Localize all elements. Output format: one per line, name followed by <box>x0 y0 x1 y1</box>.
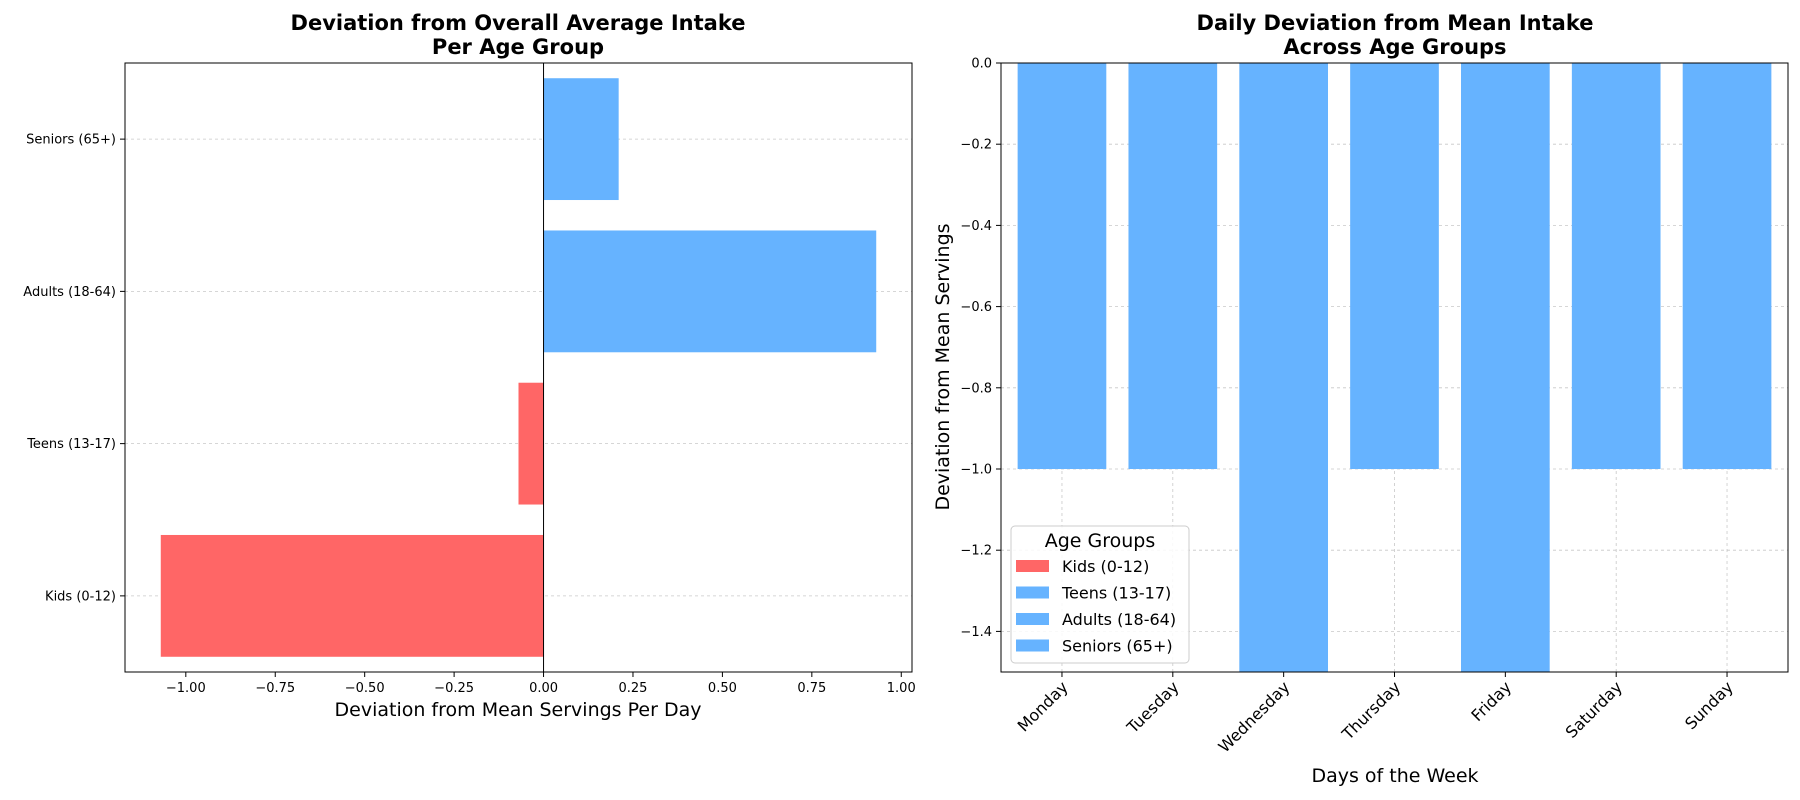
bar-seniors-65 <box>543 78 619 201</box>
left-y-ticks: Kids (0-12) Teens (13-17) Adults (18-64) Se… <box>23 133 125 604</box>
bar-saturday <box>1571 63 1661 469</box>
right-y-tick-label: −0.6 <box>960 300 992 315</box>
legend-swatch <box>1016 560 1049 572</box>
bar-wednesday <box>1239 63 1328 672</box>
left-x-tick-label: 0.75 <box>797 681 826 696</box>
bar-thursday <box>1350 63 1439 469</box>
left-x-tick-label: 0.25 <box>618 681 647 696</box>
left-x-tick-label: −0.50 <box>345 681 385 696</box>
left-y-tick-label: Kids (0-12) <box>45 589 116 604</box>
left-x-tick-label: −1.00 <box>166 681 206 696</box>
left-bars <box>160 78 877 657</box>
left-chart-title-line-1: Deviation from Overall Average Intake <box>291 11 746 35</box>
left-y-tick-label: Adults (18-64) <box>23 285 116 300</box>
legend-entry-label: Adults (18-64) <box>1062 610 1176 629</box>
legend-entry-label: Kids (0-12) <box>1062 557 1149 576</box>
left-plot-frame <box>124 62 913 673</box>
left-chart-title-line-2: Per Age Group <box>432 35 604 59</box>
age-group-deviation-chart: Deviation from Overall Average Intake Pe… <box>23 11 915 721</box>
left-y-tick-label: Teens (13-17) <box>26 437 116 452</box>
legend-swatch <box>1016 639 1049 652</box>
age-groups-legend: Age Groups Kids (0-12) Teens (13-17) Adult… <box>1010 525 1190 664</box>
legend-entries: Kids (0-12) Teens (13-17) Adults (18-64) Se… <box>1016 557 1176 656</box>
right-y-tick-label: −0.4 <box>960 219 992 234</box>
right-y-axis-label: Deviation from Mean Servings <box>932 223 954 510</box>
left-y-tick-label: Seniors (65+) <box>26 133 116 148</box>
right-y-tick-label: −1.0 <box>960 463 992 478</box>
bar-teens-13-17 <box>518 382 544 505</box>
legend-swatch <box>1016 586 1049 599</box>
bar-tuesday <box>1128 63 1218 469</box>
legend-entry-label: Teens (13-17) <box>1061 584 1171 603</box>
right-y-tick-label: 0.0 <box>971 57 992 72</box>
left-x-tick-label: −0.25 <box>434 681 474 696</box>
bar-adults-18-64 <box>543 230 877 353</box>
right-chart-title-line-2: Across Age Groups <box>1283 35 1506 59</box>
right-bars <box>1017 63 1772 672</box>
bar-friday <box>1461 63 1550 672</box>
legend-box <box>1010 525 1190 664</box>
left-x-tick-label: 0.00 <box>529 681 558 696</box>
right-x-axis-label: Days of the Week <box>1311 765 1478 787</box>
legend-swatch <box>1016 613 1049 625</box>
legend-title: Age Groups <box>1045 530 1156 552</box>
left-x-axis-label: Deviation from Mean Servings Per Day <box>335 699 702 721</box>
bar-monday <box>1017 63 1107 469</box>
bar-sunday <box>1682 63 1772 469</box>
left-x-tick-label: 1.00 <box>887 681 916 696</box>
bar-kids-0-12 <box>160 534 544 657</box>
left-x-ticks: −1.00 −0.75 −0.50 −0.25 0.00 0.25 0.50 0.75 1.00 <box>166 672 916 696</box>
left-x-tick-label: −0.75 <box>255 681 295 696</box>
right-y-tick-label: −1.2 <box>960 544 992 559</box>
right-y-tick-label: −1.4 <box>960 625 992 640</box>
daily-deviation-chart: Daily Deviation from Mean Intake Across … <box>932 11 1789 787</box>
right-y-ticks: 0.0 −0.2 −0.4 −0.6 −0.8 −1.0 −1.2 −1.4 <box>960 57 1001 640</box>
left-x-tick-label: 0.50 <box>708 681 737 696</box>
legend-entry-label: Seniors (65+) <box>1062 637 1173 656</box>
right-chart-title-line-1: Daily Deviation from Mean Intake <box>1197 11 1594 35</box>
right-y-tick-label: −0.2 <box>960 138 992 153</box>
right-y-tick-label: −0.8 <box>960 381 992 396</box>
